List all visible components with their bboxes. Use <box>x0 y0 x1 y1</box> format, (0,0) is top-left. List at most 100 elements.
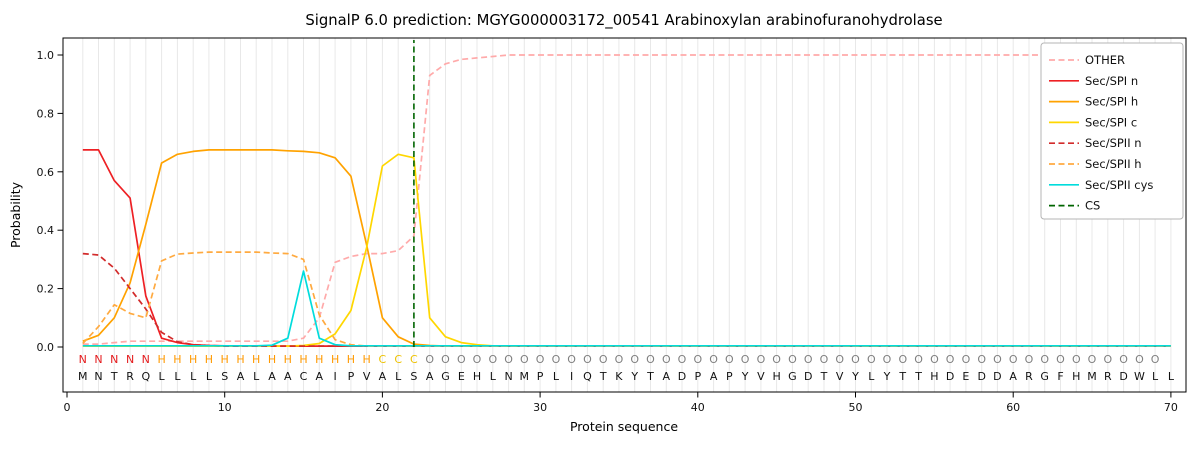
residue-letter: F <box>1057 370 1063 383</box>
region-label: O <box>425 353 434 366</box>
series-sec-spii-cys <box>82 270 1171 347</box>
legend-label: Sec/SPI c <box>1085 115 1137 129</box>
region-label: H <box>331 353 339 366</box>
residue-letter: I <box>570 370 573 383</box>
residue-letter: T <box>646 370 654 383</box>
residue-letter: T <box>914 370 922 383</box>
region-label: H <box>315 353 323 366</box>
x-tick-label: 70 <box>1164 401 1178 414</box>
residue-letter: A <box>237 370 245 383</box>
region-label: N <box>79 353 87 366</box>
residue-letter: N <box>94 370 102 383</box>
y-tick-label: 0.0 <box>37 341 55 354</box>
ticks-group: 0 10 20 30 40 50 60 70 0.0 0.2 0.4 0.6 0.8 1.0 <box>37 49 1178 414</box>
residue-letter: I <box>333 370 336 383</box>
residue-letter: G <box>788 370 797 383</box>
region-label: O <box>552 353 561 366</box>
residue-letter: D <box>977 370 985 383</box>
region-label: O <box>615 353 624 366</box>
residue-letter: D <box>1119 370 1127 383</box>
region-label: O <box>1135 353 1144 366</box>
residue-letter: L <box>206 370 213 383</box>
region-label: O <box>488 353 497 366</box>
region-label: O <box>599 353 608 366</box>
residue-letter: Q <box>583 370 592 383</box>
region-label: H <box>299 353 307 366</box>
plot-border <box>62 37 1187 393</box>
residue-letter: H <box>1072 370 1080 383</box>
residue-letter: A <box>710 370 718 383</box>
residue-letter: P <box>348 370 355 383</box>
legend-label: Sec/SPI h <box>1085 95 1138 109</box>
region-label: O <box>567 353 576 366</box>
residue-letter: G <box>1040 370 1049 383</box>
y-tick-label: 1.0 <box>37 49 55 62</box>
residue-letter: K <box>615 370 623 383</box>
curves-group <box>82 40 1171 347</box>
region-label: H <box>221 353 229 366</box>
region-label: O <box>788 353 797 366</box>
residue-letter: S <box>221 370 228 383</box>
x-tick-label: 40 <box>691 401 705 414</box>
region-label: O <box>772 353 781 366</box>
residue-letter: R <box>126 370 134 383</box>
region-label: O <box>457 353 466 366</box>
residue-letter: L <box>1168 370 1175 383</box>
residue-letter: Y <box>741 370 749 383</box>
region-label: O <box>725 353 734 366</box>
region-label: O <box>583 353 592 366</box>
region-label: O <box>804 353 813 366</box>
region-label: O <box>883 353 892 366</box>
region-label: H <box>205 353 213 366</box>
residue-letter: A <box>379 370 387 383</box>
x-tick-label: 20 <box>375 401 389 414</box>
region-label: O <box>1040 353 1049 366</box>
residue-letter: A <box>316 370 324 383</box>
region-label: H <box>347 353 355 366</box>
region-label: O <box>1072 353 1081 366</box>
residue-letter: S <box>410 370 417 383</box>
x-tick-label: 60 <box>1006 401 1020 414</box>
region-label: O <box>851 353 860 366</box>
residue-letter: D <box>678 370 686 383</box>
region-label: H <box>236 353 244 366</box>
region-label: O <box>867 353 876 366</box>
residue-letter: D <box>946 370 954 383</box>
residue-letter: H <box>930 370 938 383</box>
x-tick-label: 30 <box>533 401 547 414</box>
region-label: O <box>993 353 1002 366</box>
residue-letter: P <box>694 370 701 383</box>
residue-letter: R <box>1104 370 1112 383</box>
residue-letter: A <box>663 370 671 383</box>
region-label: O <box>709 353 718 366</box>
region-label: H <box>252 353 260 366</box>
region-label: O <box>1151 353 1160 366</box>
residue-letter: L <box>159 370 166 383</box>
residue-letter: L <box>190 370 197 383</box>
residue-letter: A <box>284 370 292 383</box>
residue-letter: E <box>962 370 969 383</box>
region-label: O <box>946 353 955 366</box>
legend: OTHER Sec/SPI n Sec/SPI h Sec/SPI c Sec/SPII… <box>1040 42 1184 220</box>
region-label: N <box>94 353 102 366</box>
region-label: O <box>630 353 639 366</box>
region-label: O <box>741 353 750 366</box>
legend-label: CS <box>1085 199 1100 213</box>
region-label: N <box>142 353 150 366</box>
region-label: H <box>268 353 276 366</box>
residue-letter: G <box>441 370 450 383</box>
region-label: O <box>898 353 907 366</box>
residue-letter: Y <box>630 370 638 383</box>
region-label: O <box>1025 353 1034 366</box>
region-label: O <box>820 353 829 366</box>
region-label: C <box>394 353 402 366</box>
region-label: O <box>504 353 513 366</box>
residue-letter: W <box>1134 370 1145 383</box>
legend-label: Sec/SPII cys <box>1085 178 1153 192</box>
residue-letter: H <box>473 370 481 383</box>
region-label: O <box>757 353 766 366</box>
region-label: H <box>284 353 292 366</box>
region-label: O <box>1009 353 1018 366</box>
